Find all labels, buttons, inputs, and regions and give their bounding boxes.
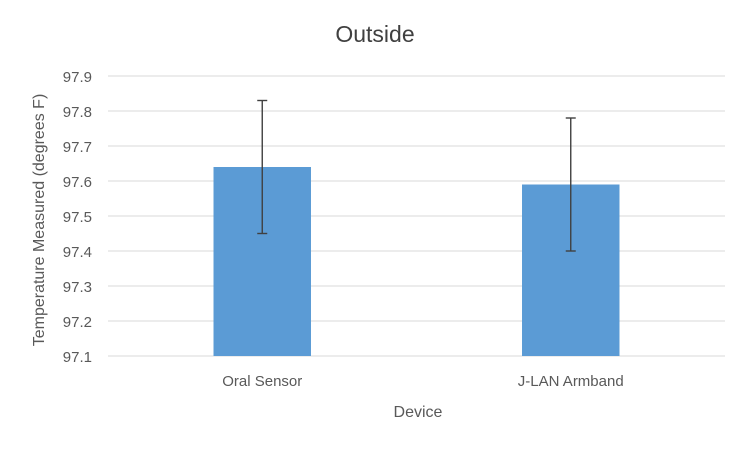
y-tick-label: 97.1 (63, 349, 92, 366)
y-tick-label: 97.3 (63, 279, 92, 296)
y-axis-label: Temperature Measured (degrees F) (31, 94, 48, 347)
y-tick-label: 97.9 (63, 69, 92, 86)
y-tick-label: 97.6 (63, 174, 92, 191)
error-bar (565, 117, 576, 252)
y-tick-label: 97.4 (63, 244, 92, 261)
gridlines (108, 75, 725, 357)
x-tick-label: J-LAN Armband (518, 373, 624, 390)
y-tick-label: 97.5 (63, 209, 92, 226)
x-axis-ticks: Oral Sensor J-LAN Armband (222, 373, 623, 390)
chart-title: Outside (335, 21, 414, 47)
error-bar (257, 99, 268, 235)
y-tick-label: 97.7 (63, 139, 92, 156)
y-tick-label: 97.8 (63, 104, 92, 121)
y-tick-label: 97.2 (63, 314, 92, 331)
x-axis-label: Device (394, 404, 443, 421)
error-bars (257, 99, 576, 252)
x-tick-label: Oral Sensor (222, 373, 302, 390)
y-axis-ticks: 97.1 97.2 97.3 97.4 97.5 97.6 97.7 97.8 97.9 (63, 69, 92, 366)
bars (213, 167, 620, 356)
